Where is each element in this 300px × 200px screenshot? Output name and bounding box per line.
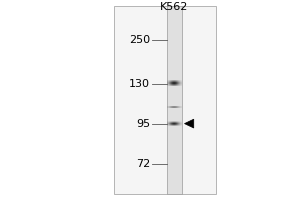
Text: 72: 72 [136, 159, 150, 169]
Polygon shape [184, 119, 194, 128]
Bar [167, 6, 182, 194]
Text: 250: 250 [129, 35, 150, 45]
Text: 130: 130 [129, 79, 150, 89]
Bar [114, 6, 216, 194]
Text: K562: K562 [160, 2, 188, 12]
Text: 95: 95 [136, 119, 150, 129]
